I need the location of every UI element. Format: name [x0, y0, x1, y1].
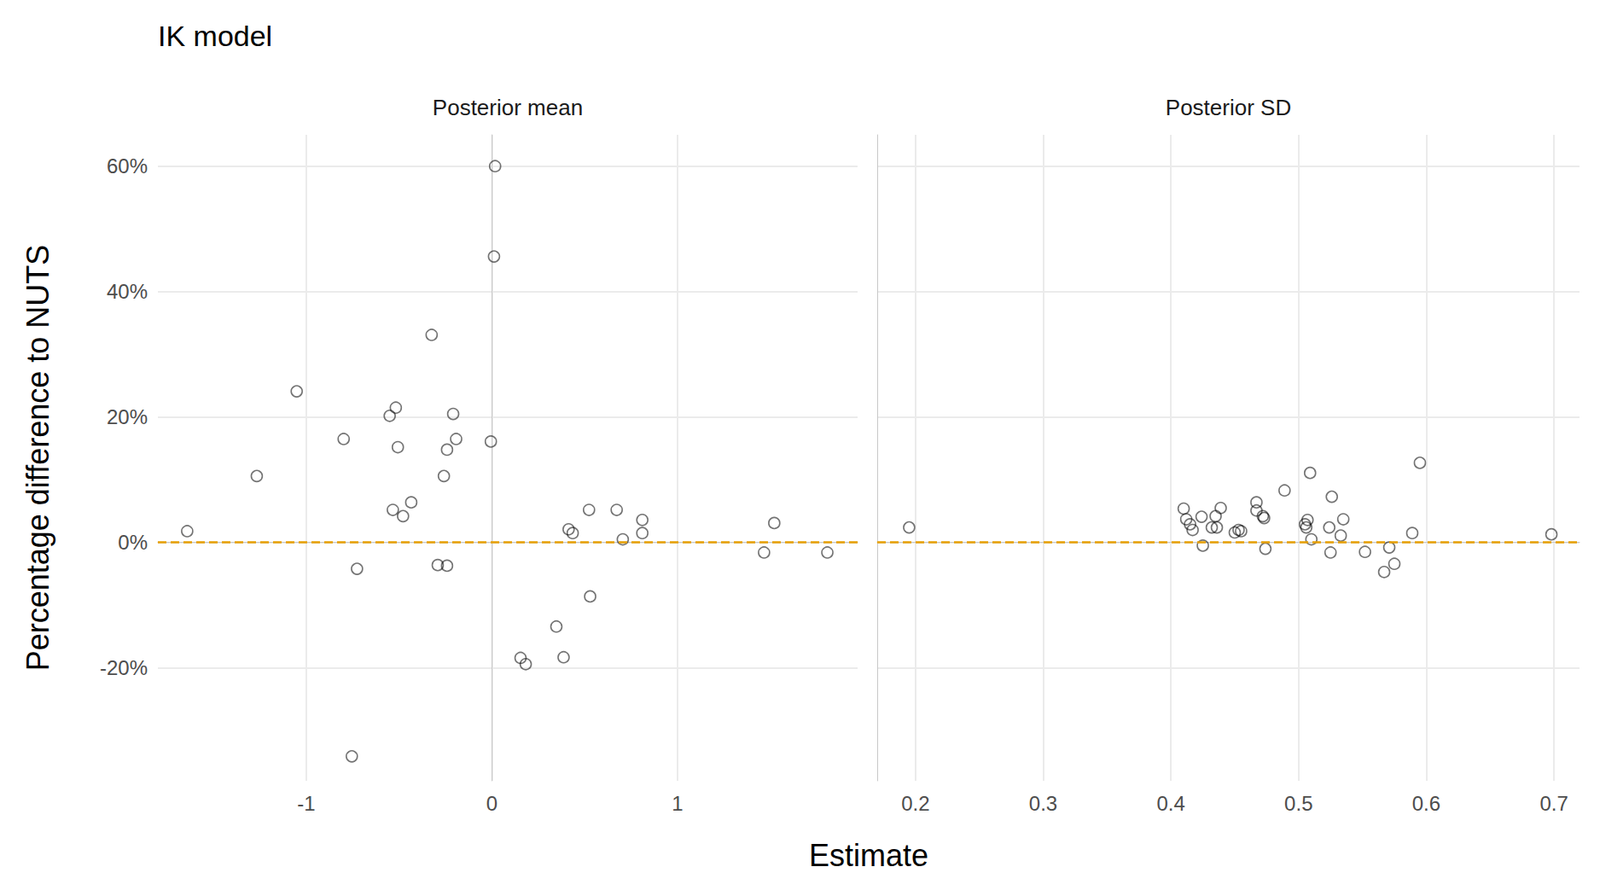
svg-text:0.4: 0.4	[1156, 791, 1185, 815]
svg-text:Posterior mean: Posterior mean	[432, 94, 583, 121]
svg-text:Estimate: Estimate	[808, 837, 929, 873]
svg-text:Percentage difference to NUTS: Percentage difference to NUTS	[20, 244, 56, 672]
svg-text:40%: 40%	[106, 279, 148, 303]
svg-text:-20%: -20%	[99, 656, 148, 680]
svg-text:0: 0	[486, 791, 498, 815]
svg-text:0.7: 0.7	[1539, 791, 1568, 815]
svg-text:0%: 0%	[117, 530, 148, 554]
svg-text:0.3: 0.3	[1029, 791, 1058, 815]
svg-text:0.2: 0.2	[901, 791, 930, 815]
svg-text:0.5: 0.5	[1284, 791, 1313, 815]
svg-text:-1: -1	[296, 791, 315, 815]
svg-text:Posterior SD: Posterior SD	[1165, 94, 1292, 121]
svg-text:60%: 60%	[106, 154, 148, 178]
svg-text:0.6: 0.6	[1412, 791, 1441, 815]
svg-text:20%: 20%	[106, 405, 148, 429]
svg-text:1: 1	[671, 791, 683, 815]
svg-text:IK model: IK model	[157, 19, 273, 53]
